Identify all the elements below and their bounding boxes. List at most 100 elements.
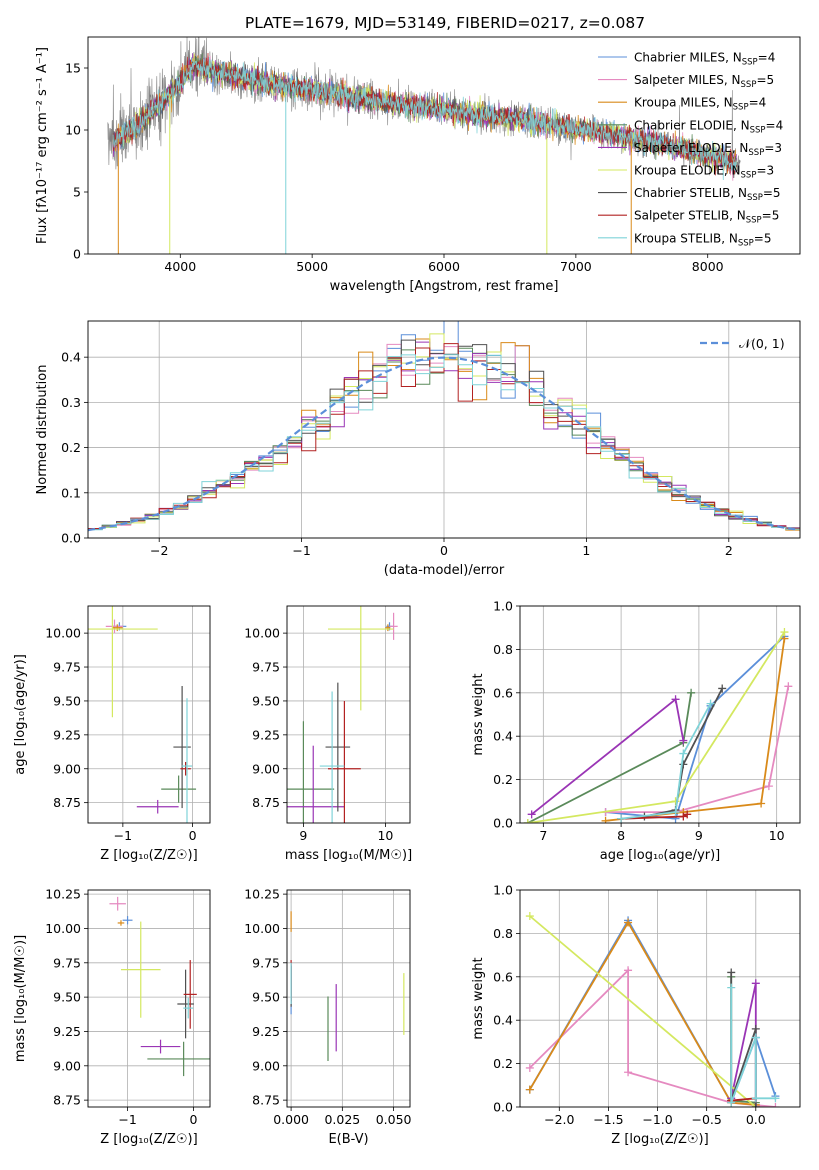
x-tick-label: 0.050 — [376, 1112, 412, 1127]
x-axis-label: age [log₁₀(age/yr)] — [600, 848, 721, 863]
plot-area-massweight_vs_age — [523, 628, 793, 823]
y-tick-label: 9.50 — [252, 693, 280, 708]
data-point-1 — [105, 619, 124, 634]
mass-weight-marker — [727, 1098, 736, 1107]
x-axis-label: Z [log₁₀(Z/Z☉)] — [100, 848, 197, 863]
x-tick-label: 2 — [725, 543, 733, 558]
data-point-7 — [328, 700, 361, 823]
model-spectrum-7 — [112, 52, 737, 176]
legend-entry-6: Chabrier STELIB, NSSP=5 — [634, 186, 781, 203]
x-tick-label: −1 — [118, 1112, 136, 1127]
legend-entry-3: Chabrier ELODIE, NSSP=4 — [634, 118, 783, 135]
y-tick-label: 10.00 — [45, 626, 81, 641]
mass-weight-marker — [617, 814, 626, 823]
y-tick-label: 9.00 — [252, 761, 280, 776]
plot-area-mass_vs_ebv — [290, 911, 405, 1061]
mass-weight-marker — [671, 695, 680, 704]
y-tick-label: 10 — [65, 123, 81, 138]
x-tick-label: 4000 — [164, 259, 196, 274]
plot-area-residuals — [88, 321, 800, 533]
y-tick-label: 8.75 — [252, 795, 280, 810]
x-tick-label: 9 — [299, 828, 307, 843]
data-point-8 — [319, 691, 345, 823]
data-point-1 — [389, 612, 398, 640]
y-tick-label: 9.00 — [53, 761, 81, 776]
data-point-3 — [147, 1041, 210, 1077]
y-tick-label: 9.50 — [252, 990, 280, 1005]
y-tick-label: 10.25 — [244, 887, 280, 902]
x-tick-label: 0.000 — [273, 1112, 309, 1127]
y-tick-label: 0.1 — [61, 485, 81, 500]
mass-weight-marker — [784, 682, 793, 691]
mass-weight-marker — [771, 1103, 780, 1107]
x-tick-label: −1.5 — [593, 1112, 623, 1127]
mass-weight-marker — [679, 736, 688, 745]
mass-weight-line-0 — [605, 635, 786, 820]
x-tick-label: 0 — [440, 543, 448, 558]
x-tick-label: 5000 — [296, 259, 328, 274]
y-tick-label: 5 — [73, 185, 81, 200]
y-tick-label: 0.0 — [493, 1100, 513, 1115]
axes-frame — [519, 889, 801, 1108]
mass-weight-marker — [527, 810, 536, 819]
mass-weight-marker — [525, 912, 534, 921]
panel-age_vs_Z: −1 0 8.75 9.00 9.25 9.50 9.75 10.00 Z [log₁₀(Z/Z… — [13, 605, 211, 863]
mass-weight-marker — [679, 760, 688, 769]
mass-weight-marker — [679, 749, 688, 758]
mass-weight-marker — [751, 1103, 760, 1107]
x-tick-label: 0.025 — [324, 1112, 360, 1127]
mass-weight-marker — [525, 1063, 534, 1072]
mass-weight-marker — [671, 808, 680, 817]
mass-weight-line-1 — [529, 968, 776, 1107]
mass-weight-line-5 — [529, 915, 757, 1107]
mass-weight-marker — [683, 810, 692, 819]
data-point-4 — [140, 1039, 181, 1054]
x-axis-label: (data-model)/error — [384, 563, 505, 578]
y-tick-label: 9.00 — [53, 1058, 81, 1073]
panel-mass_vs_Z: −1 0 8.75 9.00 9.25 9.50 9.75 10.00 10.25 Z [log₁… — [13, 887, 211, 1147]
figure-title: PLATE=1679, MJD=53149, FIBERID=0217, z=0… — [245, 14, 645, 32]
data-point-4 — [136, 799, 179, 814]
legend-entry-8: Kroupa STELIB, NSSP=5 — [634, 231, 772, 248]
data-point-0 — [122, 916, 133, 925]
mass-weight-line-4 — [531, 697, 685, 816]
plot-area-spectrum — [107, 37, 741, 254]
x-tick-label: −1.0 — [642, 1112, 672, 1127]
x-tick-label: 9 — [695, 828, 703, 843]
x-tick-label: −2 — [150, 543, 168, 558]
mass-weight-marker — [718, 684, 727, 693]
y-tick-label: 0.4 — [61, 350, 81, 365]
y-axis-label: Flux [fλ10⁻¹⁷ erg cm⁻² s⁻¹ A⁻¹] — [35, 47, 50, 244]
x-tick-label: 0 — [189, 828, 197, 843]
y-tick-label: 0.8 — [493, 642, 513, 657]
x-tick-label: −1 — [292, 543, 310, 558]
y-tick-label: 0.3 — [61, 395, 81, 410]
data-point-6 — [325, 682, 351, 812]
data-point-5 — [120, 921, 161, 1018]
y-tick-label: 8.75 — [53, 1093, 81, 1108]
y-tick-label: 9.25 — [53, 727, 81, 742]
y-tick-label: 8.75 — [252, 1093, 280, 1108]
axes-frame — [286, 889, 411, 1108]
y-tick-label: 0.4 — [493, 729, 513, 744]
plot-area-massweight_vs_Z — [525, 912, 780, 1107]
data-point-8 — [181, 698, 193, 823]
plot-area-age_vs_Z — [88, 606, 197, 823]
legend-entry-4: Salpeter ELODIE, NSSP=3 — [634, 141, 782, 158]
legend-entry-1: Salpeter MILES, NSSP=5 — [634, 73, 774, 90]
legend-entry-0: Chabrier MILES, NSSP=4 — [634, 51, 775, 68]
y-axis-label: age [log₁₀(age/yr)] — [13, 654, 28, 775]
mass-weight-marker — [757, 799, 766, 808]
y-tick-label: 0.2 — [61, 440, 81, 455]
y-tick-label: 0 — [73, 247, 81, 262]
plot-area-age_vs_mass — [287, 606, 398, 823]
data-point-4 — [287, 745, 344, 823]
mass-weight-marker — [780, 628, 789, 637]
y-tick-label: 0.2 — [493, 1056, 513, 1071]
x-tick-label: 0 — [190, 1112, 198, 1127]
x-tick-label: −2.0 — [544, 1112, 574, 1127]
panel-massweight_vs_age: 7 8 9 10 0.0 0.2 0.4 0.6 0.8 1.0 age [log₁₀(age/yr… — [471, 599, 801, 863]
x-axis-label: mass [log₁₀(M/M☉)] — [285, 848, 412, 863]
y-tick-label: 10.00 — [244, 921, 280, 936]
